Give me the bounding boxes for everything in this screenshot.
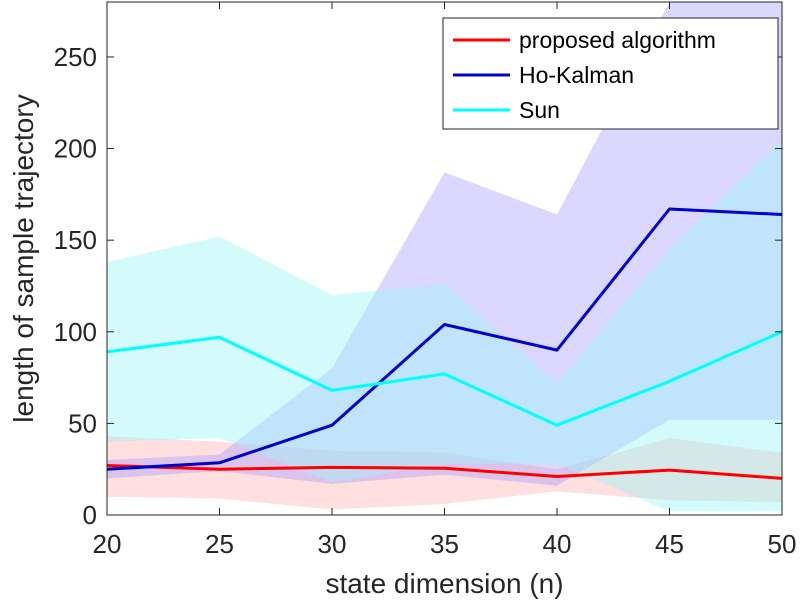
y-axis-label: length of sample trajectory (8, 94, 39, 422)
y-tick-label: 200 (54, 134, 97, 164)
y-tick-label: 50 (68, 408, 97, 438)
x-tick-label: 25 (205, 529, 234, 559)
x-tick-label: 45 (655, 529, 684, 559)
line-sun (107, 330, 782, 427)
line-ho-kalman (107, 207, 782, 471)
legend: proposed algorithm Ho-Kalman Sun (442, 17, 779, 130)
legend-label-proposed-algorithm: proposed algorithm (519, 27, 716, 53)
x-axis-label: state dimension (n) (325, 568, 563, 599)
x-tick-label: 50 (768, 529, 797, 559)
series-lines (107, 207, 782, 480)
y-tick-label: 0 (83, 500, 97, 530)
legend-label-sun: Sun (519, 97, 560, 123)
y-axis-ticks: 0 50 100 150 200 250 (54, 42, 782, 530)
x-tick-label: 35 (430, 529, 459, 559)
y-tick-label: 150 (54, 225, 97, 255)
x-axis-ticks: 20 25 30 35 40 45 50 (93, 2, 797, 559)
y-tick-label: 250 (54, 42, 97, 72)
line-proposed-algorithm (107, 464, 782, 480)
band-proposed-algorithm (107, 436, 782, 510)
x-tick-label: 20 (93, 529, 122, 559)
x-tick-label: 40 (543, 529, 572, 559)
legend-label-ho-kalman: Ho-Kalman (519, 62, 634, 88)
x-tick-label: 30 (318, 529, 347, 559)
y-tick-label: 100 (54, 317, 97, 347)
